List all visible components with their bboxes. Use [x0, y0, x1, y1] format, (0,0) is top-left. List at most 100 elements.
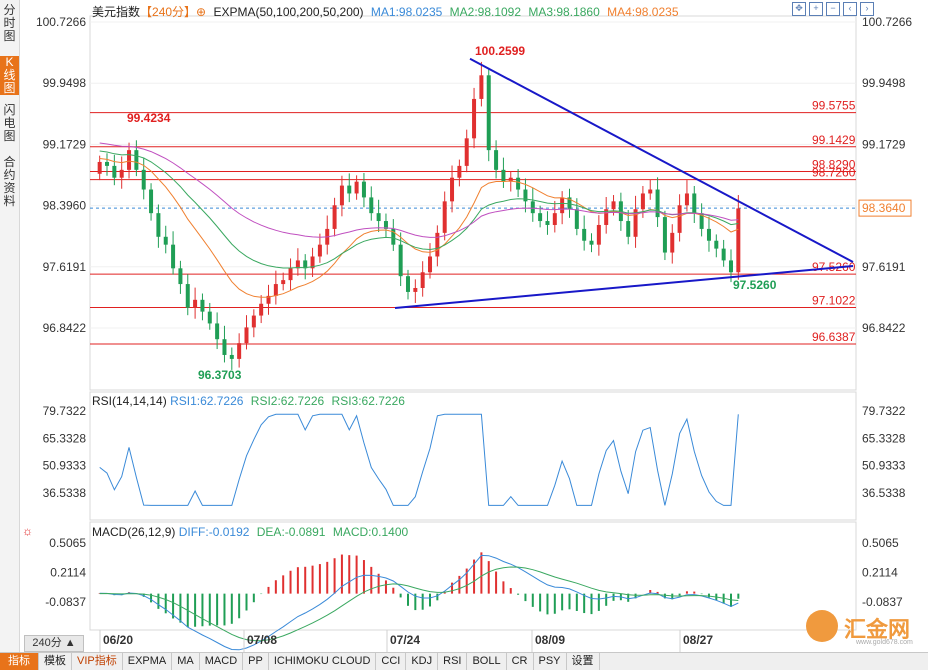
candle-body — [332, 205, 337, 229]
tab-12[interactable]: CR — [507, 653, 534, 670]
candle-body — [479, 75, 484, 99]
tab-0[interactable]: 指标 — [0, 653, 39, 670]
candle-body — [545, 221, 550, 225]
candle-body — [207, 311, 212, 324]
macd-toggle-icon[interactable]: ☼ — [22, 524, 33, 538]
tab-k-line[interactable]: K线图 — [0, 56, 19, 95]
candle-body — [552, 213, 557, 225]
tab-2[interactable]: VIP指标 — [72, 653, 123, 670]
expand-icon[interactable]: ✥ — [792, 2, 806, 16]
ma3-value: MA3:98.1860 — [528, 5, 600, 19]
left-icon[interactable]: ‹ — [843, 2, 857, 16]
watermark-url: www.gold678.com — [856, 639, 913, 646]
candle-body — [428, 256, 433, 273]
candle-body — [97, 161, 102, 174]
sidebar: 分时图 K线图 闪电图 合约资料 — [0, 0, 20, 652]
right-icon[interactable]: › — [860, 2, 874, 16]
candle-body — [193, 299, 198, 308]
price-tick-left: 99.1729 — [43, 137, 87, 151]
macd-tick-left: 0.2114 — [50, 566, 86, 580]
indicator-name: EXPMA(50,100,200,50,200) — [213, 5, 364, 19]
macd-pane — [89, 521, 857, 631]
candle-body — [684, 193, 689, 206]
tab-6[interactable]: PP — [243, 653, 269, 670]
rsi-name: RSI(14,14,14) — [92, 394, 167, 408]
candle-body — [655, 189, 660, 218]
candle-body — [699, 213, 704, 229]
chart-canvas[interactable]: 100.7266 100.7266 99.9498 99.9498 99.1729 99.… — [0, 0, 928, 652]
candle-body — [347, 185, 352, 194]
zoom-out-icon[interactable]: − — [826, 2, 840, 16]
candle-body — [582, 228, 587, 241]
period-button[interactable]: 240分 ▲ — [24, 635, 84, 652]
level-label: 97.1022 — [812, 294, 856, 308]
candle-body — [523, 189, 528, 202]
rsi-tick-right: 79.7322 — [862, 404, 906, 418]
candle-body — [670, 232, 675, 253]
candle-body — [464, 138, 469, 166]
candle-body — [369, 197, 374, 214]
price-tick-right: 96.8422 — [862, 321, 906, 335]
tab-14[interactable]: 设置 — [567, 653, 600, 670]
candle-body — [413, 287, 418, 292]
tab-8[interactable]: CCI — [376, 653, 407, 670]
candle-body — [127, 150, 132, 170]
current-price-box — [858, 199, 912, 217]
settings-icon[interactable]: ⊕ — [196, 5, 207, 19]
macd-value: MACD:0.1400 — [332, 525, 409, 539]
tab-9[interactable]: KDJ — [406, 653, 439, 670]
tab-3[interactable]: EXPMA — [123, 653, 173, 670]
candle-body — [295, 260, 300, 269]
candle-body — [604, 209, 609, 225]
triangle-point-annotation: 97.5260 — [733, 278, 777, 292]
tab-13[interactable]: PSY — [534, 653, 567, 670]
candle-body — [501, 169, 506, 182]
candle-body — [714, 240, 719, 249]
tab-1[interactable]: 模板 — [39, 653, 72, 670]
candle-body — [640, 193, 645, 210]
tab-4[interactable]: MA — [172, 653, 200, 670]
tab-flash-chart[interactable]: 闪电图 — [3, 103, 16, 143]
price-tick-left: 100.7266 — [36, 15, 86, 29]
candle-body — [288, 268, 293, 281]
macd-tick-right: -0.0837 — [862, 595, 903, 609]
candle-body — [677, 205, 682, 233]
tab-contract-info[interactable]: 合约资料 — [3, 155, 16, 208]
candle-body — [611, 201, 616, 210]
price-tick-left: 96.8422 — [43, 321, 87, 335]
tab-time-chart[interactable]: 分时图 — [3, 3, 16, 43]
tab-10[interactable]: RSI — [438, 653, 468, 670]
price-tick-left: 98.3960 — [43, 199, 87, 213]
rsi-tick-right: 50.9333 — [862, 459, 906, 473]
indicator-tab-bar: 指标 模板 VIP指标 EXPMA MA MACD PP ICHIMOKU CLOUD CCI K… — [0, 652, 928, 670]
macd-tick-left: 0.5065 — [49, 536, 86, 550]
watermark-text: 汇金网 — [844, 617, 911, 642]
rsi-tick-right: 36.5338 — [862, 486, 906, 500]
candle-body — [516, 177, 521, 190]
watermark-logo — [806, 610, 838, 642]
rsi-line — [99, 413, 739, 506]
level-label: 99.5755 — [812, 99, 856, 113]
zoom-in-icon[interactable]: + — [809, 2, 823, 16]
candle-body — [626, 221, 631, 237]
rsi-tick-left: 79.7322 — [43, 404, 87, 418]
date-label: 08/27 — [683, 633, 713, 647]
current-price-label: 98.3640 — [862, 201, 906, 215]
tab-11[interactable]: BOLL — [467, 653, 507, 670]
candle-body — [354, 181, 359, 194]
candle-body — [200, 299, 205, 312]
candle-body — [486, 75, 491, 151]
tab-7[interactable]: ICHIMOKU CLOUD — [269, 653, 377, 670]
candle-body — [281, 280, 286, 285]
diff-line — [99, 554, 739, 651]
rsi-tick-right: 65.3328 — [862, 431, 906, 445]
candle-body — [273, 284, 278, 296]
candle-body — [105, 161, 110, 166]
candle-body — [361, 181, 366, 198]
dea-value: DEA:-0.0891 — [256, 525, 326, 539]
date-label: 06/20 — [103, 633, 133, 647]
candle-body — [171, 244, 176, 269]
tab-5[interactable]: MACD — [200, 653, 244, 670]
rsi-pane — [89, 391, 857, 521]
price-tick-right: 97.6191 — [862, 260, 906, 274]
